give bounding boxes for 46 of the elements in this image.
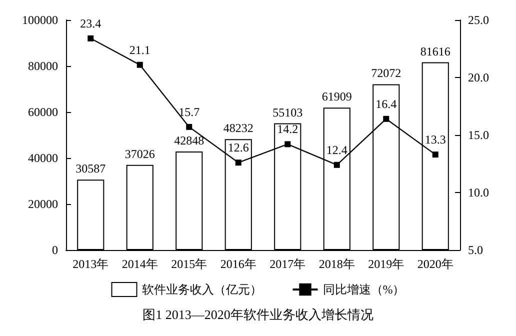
y-tick-label: 60000 bbox=[28, 105, 58, 119]
x-tick-label: 2019年 bbox=[368, 257, 404, 271]
data-label: 30587 bbox=[76, 162, 106, 176]
x-tick-label: 2013年 bbox=[72, 257, 109, 271]
data-label: 13.3 bbox=[424, 132, 446, 147]
point bbox=[136, 62, 143, 68]
data-label: 37026 bbox=[124, 146, 155, 161]
data-label: 42848 bbox=[174, 133, 204, 148]
data-label: 48232 bbox=[223, 121, 254, 136]
point bbox=[88, 35, 94, 42]
data-label: 72072 bbox=[371, 66, 402, 80]
y2-tick-label: 5.0 bbox=[468, 243, 483, 257]
text: 图1 2013—2020年软件业务收入增长情况 bbox=[142, 307, 374, 322]
y-tick-label: 20000 bbox=[28, 197, 58, 211]
data-label: 14.2 bbox=[277, 122, 298, 136]
y-tick-label: 40000 bbox=[28, 151, 58, 165]
x-tick-label: 2017年 bbox=[270, 257, 306, 271]
data-label: 81616 bbox=[420, 44, 450, 58]
point bbox=[235, 160, 242, 166]
point bbox=[186, 124, 192, 130]
x-tick-label: 2018年 bbox=[318, 257, 355, 271]
point bbox=[432, 152, 438, 158]
legend-label: 同比增速（%） bbox=[322, 282, 405, 296]
data-label: 21.1 bbox=[129, 42, 150, 57]
x-tick-label: 2014年 bbox=[122, 257, 158, 271]
data-label: 23.4 bbox=[80, 16, 102, 30]
x-tick-label: 2020年 bbox=[417, 257, 454, 271]
y2-tick-label: 10.0 bbox=[468, 186, 489, 200]
legend-label: 软件业务收入（亿元） bbox=[142, 282, 262, 296]
y-tick-label: 0 bbox=[52, 243, 58, 257]
data-label: 12.6 bbox=[228, 140, 249, 155]
x-tick-label: 2016年 bbox=[220, 257, 256, 271]
data-label: 16.4 bbox=[376, 96, 397, 111]
data-label: 61909 bbox=[322, 90, 352, 104]
point bbox=[383, 116, 390, 122]
point bbox=[284, 141, 291, 148]
data-label: 15.7 bbox=[178, 104, 200, 119]
data-label: 12.4 bbox=[326, 142, 348, 157]
y2-tick-label: 20.0 bbox=[468, 70, 489, 84]
y-tick-label: 100000 bbox=[22, 13, 58, 27]
y2-tick-label: 15.0 bbox=[468, 128, 489, 142]
y2-tick-label: 25.0 bbox=[468, 13, 489, 27]
y-tick-label: 80000 bbox=[28, 59, 58, 73]
x-tick-label: 2015年 bbox=[171, 257, 208, 271]
point bbox=[334, 162, 340, 168]
data-label: 55103 bbox=[272, 105, 303, 120]
